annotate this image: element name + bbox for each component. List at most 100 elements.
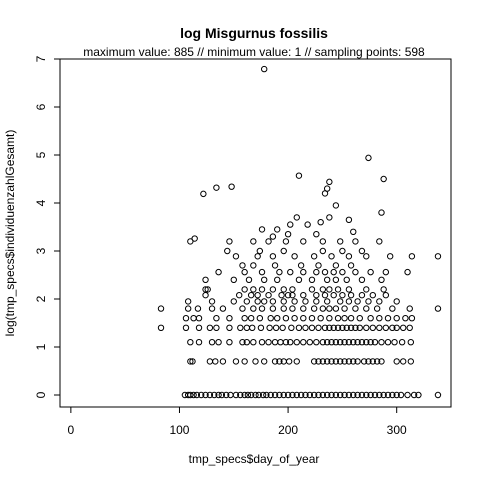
data-point [367,315,374,322]
data-point [365,298,372,305]
data-point [274,226,281,233]
data-point [226,315,233,322]
data-point [319,247,327,255]
data-point [260,298,268,305]
y-tick-label: 0 [34,391,48,398]
data-point [404,391,411,399]
data-point [363,305,370,312]
data-point [386,253,394,260]
data-point [345,358,353,365]
data-point [206,391,214,399]
data-point [254,298,261,305]
data-point [274,276,281,283]
data-point [280,247,287,255]
data-point [252,391,259,399]
data-point [293,339,300,346]
data-point [284,391,292,399]
data-point [297,262,305,269]
data-point [326,305,333,312]
data-point [285,358,293,365]
data-point [384,339,392,346]
data-point [354,358,361,365]
data-point [326,324,333,331]
data-point [341,339,348,346]
data-point [369,291,376,299]
data-point [271,339,279,346]
data-point [406,324,413,331]
data-point [241,358,248,365]
data-point [222,391,230,399]
data-point [345,298,353,305]
data-point [295,324,303,331]
data-point [267,315,274,322]
data-point [280,298,287,305]
data-point [321,268,329,276]
data-point [408,253,416,260]
data-point [288,324,295,331]
data-point [195,315,203,322]
data-point [215,339,222,346]
data-point [352,305,359,312]
data-point [289,391,296,399]
data-point [237,391,244,399]
data-point [352,238,359,245]
x-axis: 0 100 200 300 [68,406,407,437]
data-point [310,253,318,260]
data-point [272,324,280,331]
data-point [187,358,194,365]
data-point [352,268,359,276]
data-point [345,339,353,346]
data-point [289,286,296,293]
data-point [393,324,400,331]
data-point [345,216,353,224]
data-point [367,339,374,346]
data-point [269,305,277,312]
data-point [332,339,340,346]
data-point [291,315,298,322]
data-point [219,305,227,312]
data-point [319,358,327,365]
data-point [345,391,353,399]
data-point [249,324,256,331]
data-point [256,247,264,255]
data-point [378,358,385,365]
data-point [382,324,390,331]
data-point [393,298,400,305]
data-point [208,298,216,305]
data-point [237,324,244,331]
data-point [254,253,261,260]
data-point [258,286,266,293]
y-tick-label: 7 [34,55,48,62]
data-point [326,214,333,221]
data-point [202,391,209,399]
data-point [257,324,265,331]
data-point [239,262,246,269]
data-point [195,324,203,331]
data-point [247,291,255,299]
data-point [339,324,346,331]
data-point [321,291,329,299]
data-point [352,324,359,331]
data-point [400,324,407,331]
data-point [319,238,327,245]
data-point [304,221,311,228]
data-point [289,305,296,312]
data-point [321,324,329,331]
data-point [191,235,198,242]
data-point [337,298,344,305]
data-point [258,226,266,233]
data-point [302,298,309,305]
data-point [258,268,266,276]
data-point [190,391,197,399]
data-point [267,391,274,399]
data-point [258,305,266,312]
data-point [337,339,344,346]
data-point [206,324,214,331]
data-point [350,339,357,346]
data-point [295,276,303,283]
data-point [254,291,261,299]
data-point [328,391,335,399]
data-point [310,358,318,365]
data-point [211,391,218,399]
data-point [315,358,322,365]
